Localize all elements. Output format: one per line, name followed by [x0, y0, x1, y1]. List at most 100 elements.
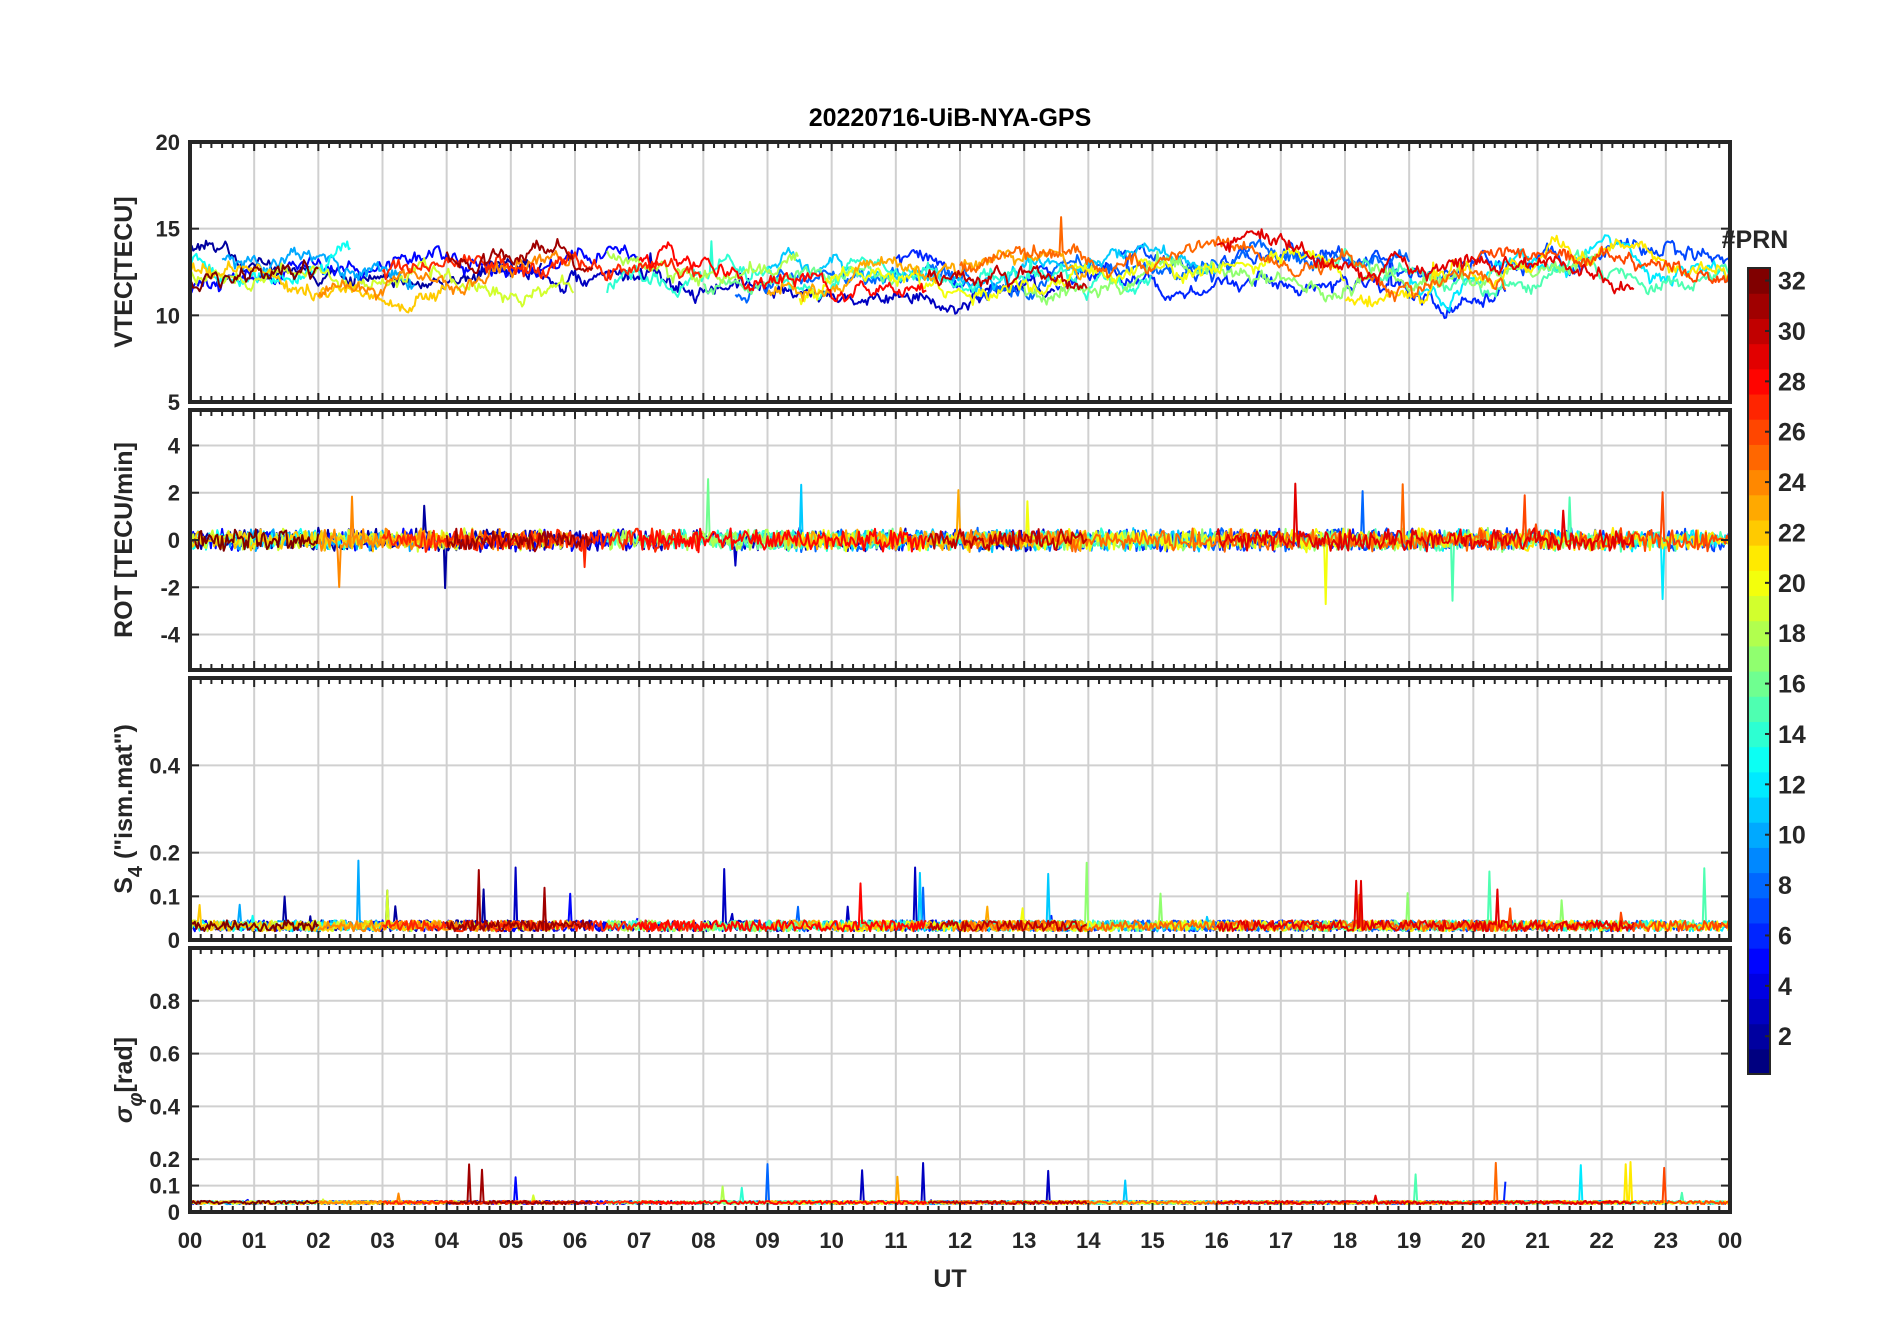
- series-prn-27: [381, 251, 703, 282]
- y-tick-label: 0: [168, 928, 180, 953]
- colorbar-segment: [1748, 922, 1770, 949]
- panel-3: 0 0.1 0.2 0.4S4 ("ism.mat"): [110, 676, 1732, 953]
- y-tick-label: 0.2: [149, 841, 180, 866]
- series-prn-32: [190, 259, 319, 293]
- y-tick-label: 5: [168, 390, 180, 415]
- x-tick-label: 03: [370, 1228, 394, 1253]
- colorbar-tick-label: 10: [1778, 822, 1806, 850]
- x-axis: 00 01 02 03 04 05 06 07 08 09 10 11 12 13 14 15 16 17 18 19…: [178, 1228, 1742, 1253]
- colorbar-tick-label: 20: [1778, 570, 1806, 598]
- panel-series: [190, 478, 1730, 606]
- series-prn-16: [702, 262, 896, 295]
- colorbar-tick-label: 4: [1778, 973, 1792, 1001]
- colorbar-tick-label: 32: [1778, 268, 1806, 296]
- colorbar-segment: [1748, 771, 1770, 798]
- colorbar-tick-label: 8: [1778, 872, 1792, 900]
- panel-series: [190, 1161, 1730, 1206]
- colorbar-segment: [1748, 469, 1770, 496]
- series-prn-31: [445, 869, 593, 932]
- series-prn-2: [190, 239, 543, 291]
- y-tick-label: 0.4: [149, 753, 180, 778]
- series-prn-31: [445, 527, 594, 553]
- y-tick-label: 2: [168, 481, 180, 506]
- colorbar-segment: [1748, 268, 1770, 294]
- series-prn-30: [927, 1199, 1088, 1206]
- colorbar-segment: [1748, 343, 1770, 370]
- series-prn-19: [190, 257, 575, 308]
- colorbar-tick-label: 6: [1778, 922, 1792, 950]
- x-tick-label: 10: [819, 1228, 843, 1253]
- panel-series: [190, 216, 1730, 320]
- series-prn-31: [446, 1163, 593, 1206]
- y-axis-label: VTEC[TECU]: [110, 196, 138, 347]
- series-prn-29: [1215, 879, 1635, 933]
- colorbar-segment: [1748, 897, 1770, 924]
- chart-title: 20220716-UiB-NYA-GPS: [809, 104, 1092, 132]
- x-tick-label: 15: [1140, 1228, 1164, 1253]
- series-prn-15: [1311, 247, 1730, 298]
- colorbar-tick-label: 26: [1778, 419, 1806, 447]
- series-prn-5: [190, 1176, 639, 1206]
- y-tick-label: 0: [168, 528, 180, 553]
- panel-series: [190, 859, 1730, 933]
- series-prn-28: [638, 1199, 928, 1206]
- series-prn-20: [798, 246, 1346, 306]
- colorbar-tick-label: 18: [1778, 620, 1806, 648]
- x-tick-label: 16: [1204, 1228, 1228, 1253]
- y-tick-label: 0.8: [149, 989, 180, 1014]
- colorbar-tick-label: 24: [1778, 469, 1806, 497]
- y-tick-label: 0: [168, 1200, 180, 1225]
- series-prn-28: [638, 241, 927, 303]
- x-tick-label: 05: [499, 1228, 523, 1253]
- y-tick-label: 15: [156, 217, 180, 242]
- colorbar-title: #PRN: [1722, 226, 1789, 254]
- series-prn-29: [1215, 1194, 1635, 1206]
- panel-y-ticks: 0 0.1 0.2 0.4: [149, 753, 1730, 953]
- colorbar-segment: [1748, 721, 1770, 748]
- series-prn-30: [926, 264, 1088, 291]
- series-prn-26: [1472, 245, 1730, 285]
- colorbar-segment: [1748, 570, 1770, 597]
- x-tick-label: 00: [178, 1228, 202, 1253]
- panel-x-ticks: [189, 410, 1731, 670]
- y-tick-label: 0.1: [149, 884, 180, 909]
- colorbar-tick-label: 28: [1778, 368, 1806, 396]
- colorbar-segment: [1748, 620, 1770, 647]
- colorbar-segment: [1748, 419, 1770, 445]
- series-prn-30: [927, 919, 1087, 933]
- x-tick-label: 06: [563, 1228, 587, 1253]
- colorbar-segment: [1748, 393, 1770, 420]
- colorbar-tick-label: 30: [1778, 318, 1806, 346]
- colorbar-segment: [1748, 847, 1770, 874]
- colorbar-segment: [1748, 822, 1770, 848]
- series-prn-23: [766, 248, 1088, 302]
- colorbar-segment: [1748, 696, 1770, 722]
- colorbar-segment: [1748, 368, 1770, 395]
- x-tick-label: 02: [306, 1228, 330, 1253]
- series-prn-10: [221, 246, 416, 291]
- series-prn-25: [959, 216, 1507, 303]
- x-tick-label: 19: [1397, 1228, 1421, 1253]
- panel-4: 00.10.2 0.4 0.6 0.8σφ[rad]: [110, 946, 1732, 1225]
- series-prn-30: [926, 528, 1088, 551]
- colorbar-segment: [1748, 519, 1770, 546]
- panel-x-ticks: [189, 678, 1731, 940]
- y-axis-label: S4 ("ism.mat"): [110, 724, 147, 894]
- colorbar-tick-label: 2: [1778, 1023, 1792, 1051]
- series-prn-28: [638, 882, 927, 933]
- series-prn-20: [798, 500, 1346, 606]
- panel-2: -4 -2 0 2 4 ROT [TECU/min]: [110, 408, 1732, 672]
- y-axis-label: ROT [TECU/min]: [110, 442, 138, 638]
- x-tick-label: 20: [1461, 1228, 1485, 1253]
- series-prn-25: [959, 483, 1507, 553]
- y-axis-label: σφ[rad]: [110, 1037, 147, 1123]
- series-prn-32: [190, 528, 320, 552]
- x-tick-label: 13: [1012, 1228, 1036, 1253]
- x-tick-label: 12: [948, 1228, 972, 1253]
- panel-1: 5 10 15 20 VTEC[TECU]: [110, 130, 1732, 415]
- panel-grid: [190, 948, 1730, 1212]
- colorbar-segment: [1748, 645, 1770, 672]
- colorbar-tick-label: 12: [1778, 771, 1806, 799]
